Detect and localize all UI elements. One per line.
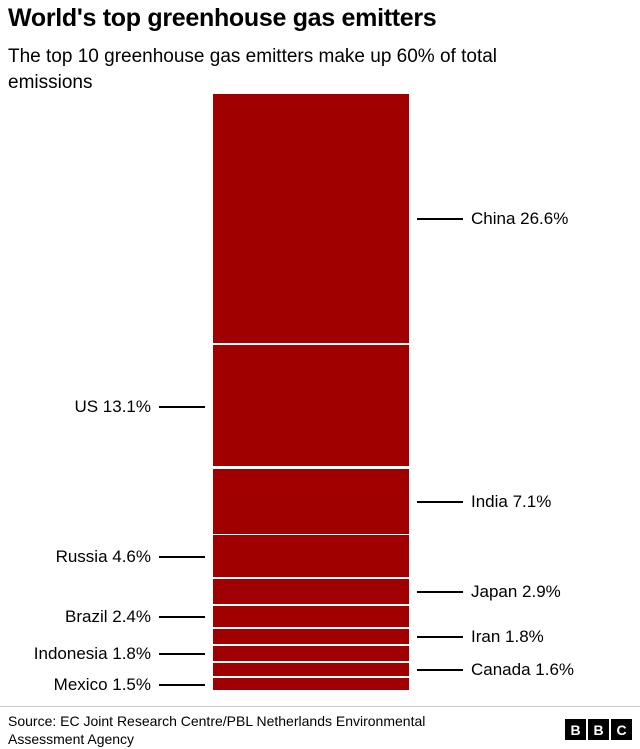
bar-segment-india [213,468,409,534]
leader-line-china [417,218,463,220]
bar-segment-mexico [213,677,409,690]
bar-label-japan: Japan 2.9% [471,582,561,601]
bar-label-india: India 7.1% [471,492,552,511]
bar-label-russia: Russia 4.6% [55,547,151,566]
page-subtitle: The top 10 greenhouse gas emitters make … [8,46,498,93]
page-title: World's top greenhouse gas emitters [8,4,437,32]
bbc-logo-letter: B [588,719,609,740]
bar-label-indonesia: Indonesia 1.8% [33,644,151,663]
leader-line-canada [417,669,463,671]
leader-line-japan [417,591,463,593]
bbc-logo-letter: B [565,719,586,740]
bar-label-canada: Canada 1.6% [471,660,575,679]
leader-line-russia [159,556,205,558]
bar-segment-canada [213,662,409,676]
bar-segment-japan [213,578,409,605]
bar-label-iran: Iran 1.8% [471,627,544,646]
bbc-logo-letter: C [611,719,632,740]
bar-segment-china [213,94,409,343]
bar-segment-iran [213,628,409,644]
leader-line-us [159,406,205,408]
source-text: Source: EC Joint Research Centre/PBL Net… [8,713,426,747]
leader-line-indonesia [159,653,205,655]
bbc-logo: B B C [565,719,632,740]
bar-label-mexico: Mexico 1.5% [53,675,151,694]
leader-line-brazil [159,616,205,618]
bar-label-brazil: Brazil 2.4% [65,607,151,626]
leader-line-iran [417,636,463,638]
leader-line-mexico [159,684,205,686]
bar-label-china: China 26.6% [471,209,569,228]
footer-divider [0,706,640,707]
leader-line-india [417,501,463,503]
bar-segment-brazil [213,606,409,627]
bar-segment-russia [213,535,409,577]
bar-segment-indonesia [213,645,409,661]
bar-segment-us [213,344,409,467]
bar-label-us: US 13.1% [74,397,151,416]
